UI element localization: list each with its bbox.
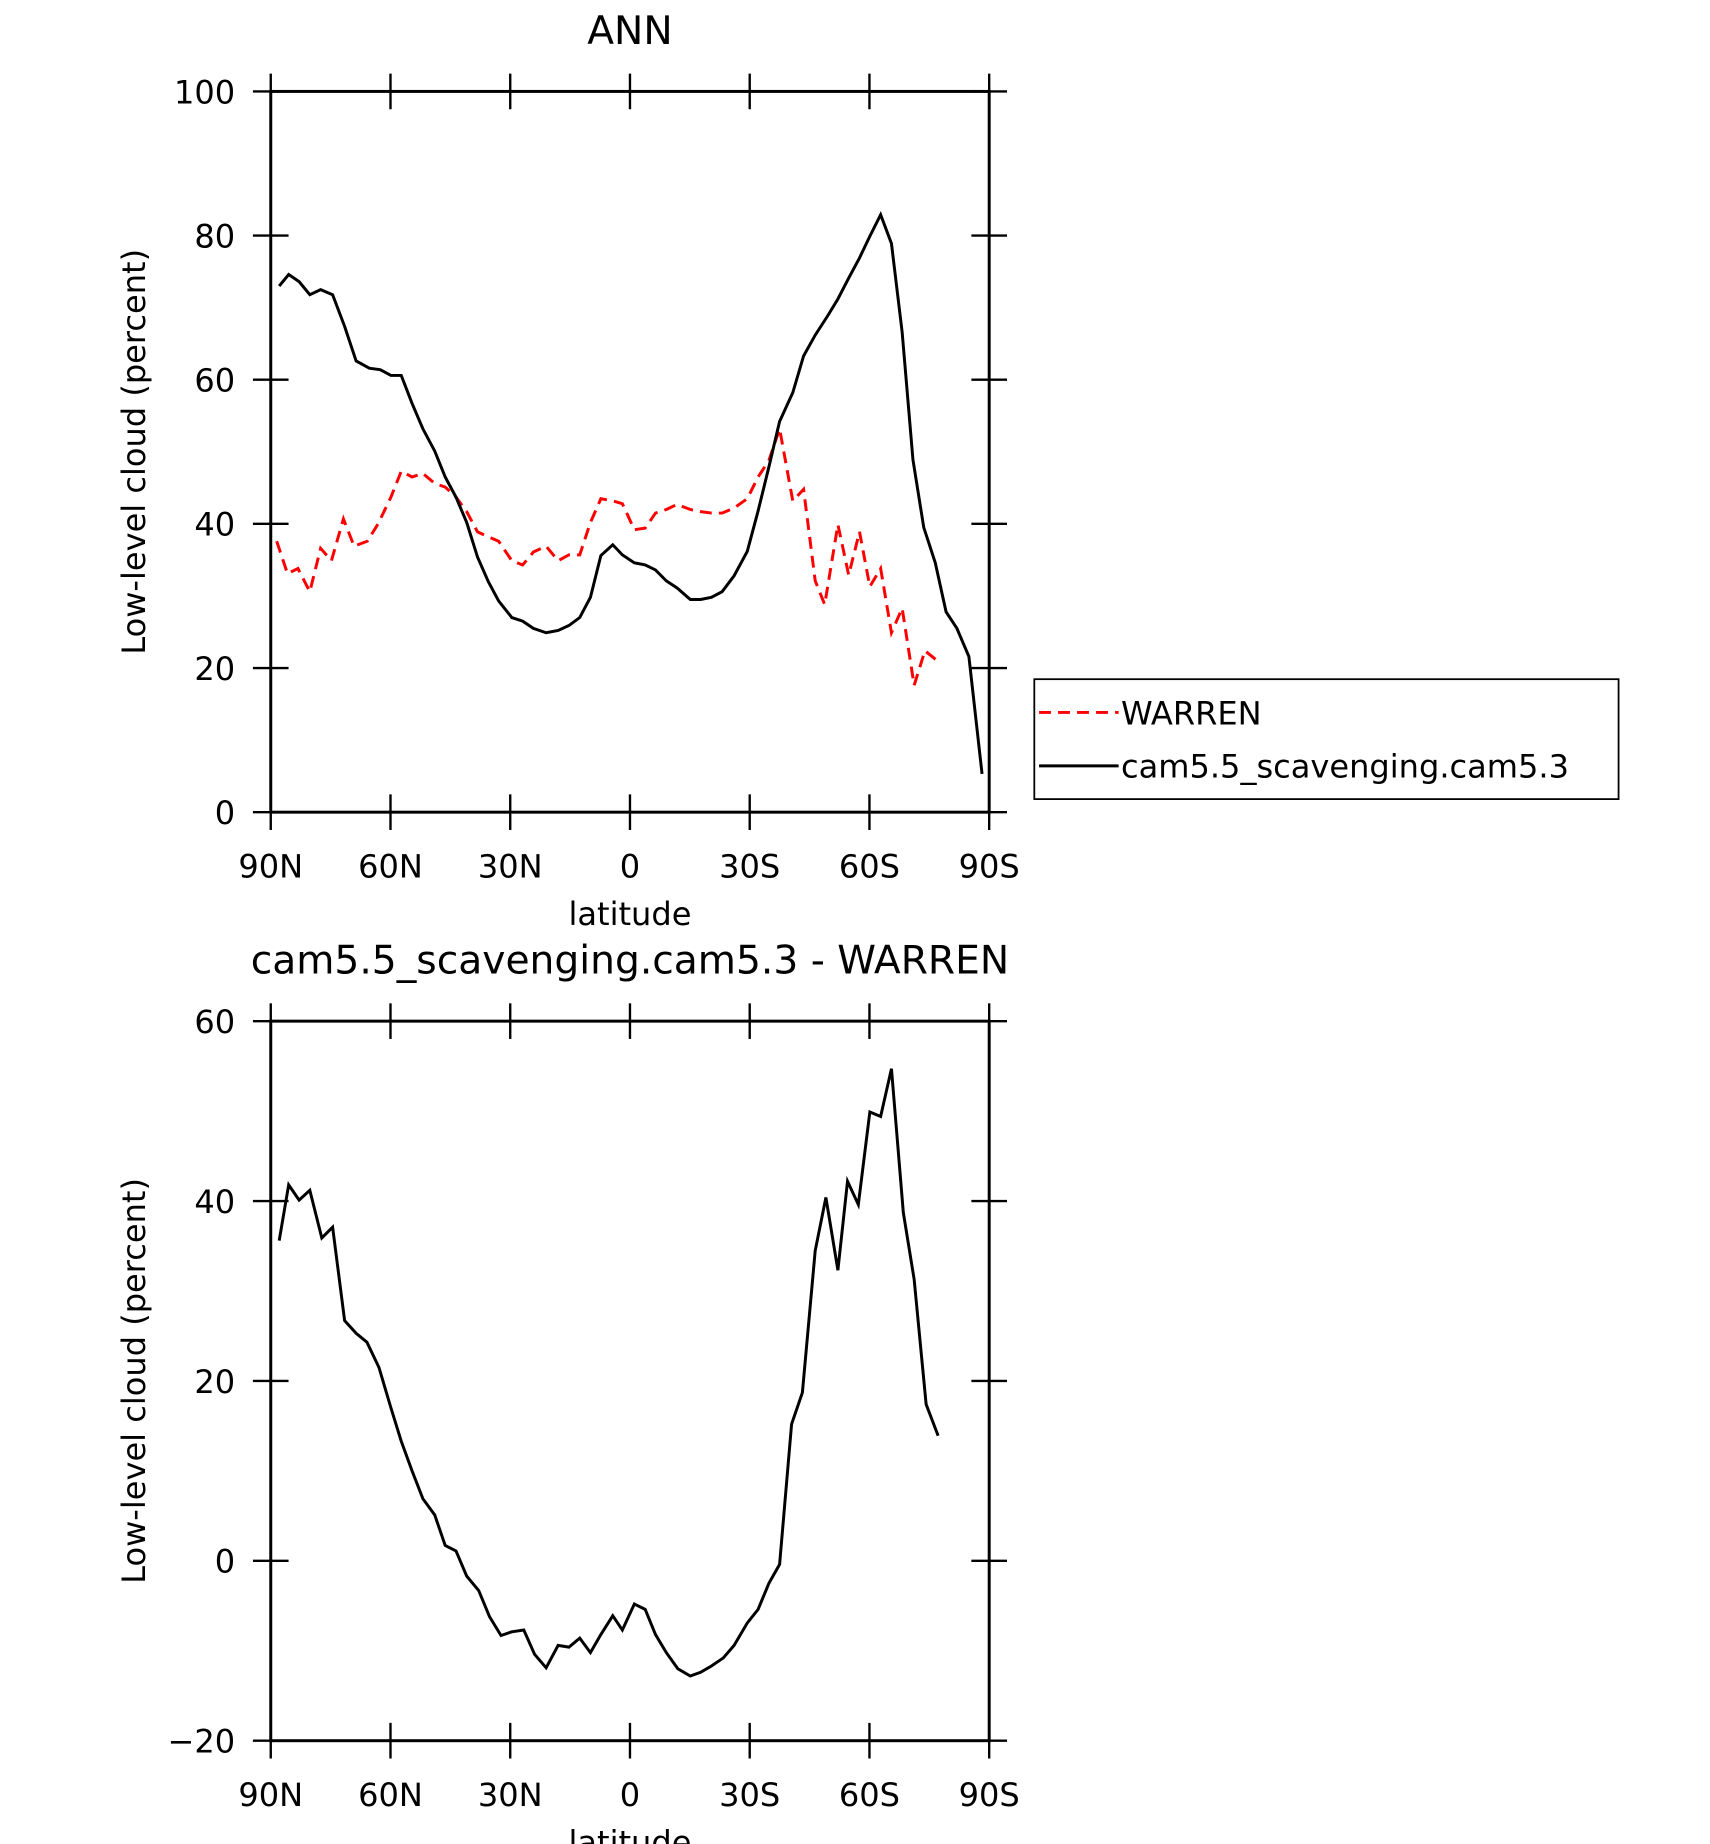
y-tick-label: 0 [215,794,235,832]
plot-frame [269,89,991,814]
y-tick-label: 40 [194,506,235,544]
legend-box [1033,678,1620,800]
x-tick-label: 30S [719,1776,780,1814]
x-tick-label: 90S [959,1776,1020,1814]
data-line [277,1068,940,1678]
y-tick-label: −20 [167,1723,235,1761]
x-axis-label: latitude [568,1824,691,1844]
data-line [278,210,984,775]
x-tick-label: 60S [839,1776,900,1814]
x-tick-label: 30N [478,1776,543,1814]
x-axis-label: latitude [568,895,691,933]
x-tick-label: 60N [358,847,423,885]
y-tick-label: 40 [194,1183,235,1221]
y-tick-label: 60 [194,1003,235,1041]
data-line [275,422,940,686]
x-tick-label: 60N [358,1776,423,1814]
legend-label: WARREN [1121,694,1262,732]
x-tick-label: 0 [620,847,640,885]
y-axis-label: Low-level cloud (percent) [115,1178,153,1584]
y-tick-label: 20 [194,1363,235,1401]
y-axis-label: Low-level cloud (percent) [115,249,153,655]
x-tick-label: 30N [478,847,543,885]
x-tick-label: 90S [959,847,1020,885]
y-tick-label: 60 [194,362,235,400]
y-tick-label: 0 [215,1543,235,1581]
plot-frame [269,1019,991,1743]
y-tick-label: 100 [174,73,235,111]
legend-label: cam5.5_scavenging.cam5.3 [1121,748,1569,786]
chart-title: ANN [587,9,672,54]
x-tick-label: 30S [719,847,780,885]
y-tick-label: 20 [194,650,235,688]
chart-title: cam5.5_scavenging.cam5.3 - WARREN [251,939,1009,984]
x-tick-label: 90N [238,1776,303,1814]
x-tick-label: 60S [839,847,900,885]
x-tick-label: 90N [238,847,303,885]
y-tick-label: 80 [194,217,235,255]
x-tick-label: 0 [620,1776,640,1814]
